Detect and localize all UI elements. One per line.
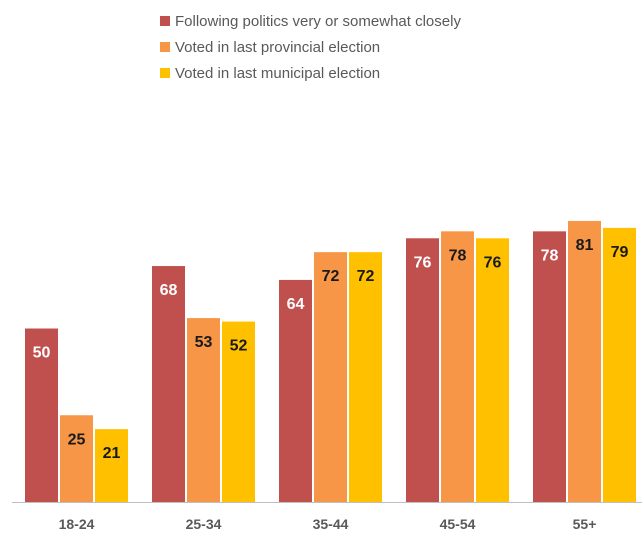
data-label-18-24-series-1: 25: [68, 431, 86, 448]
data-label-55+-series-1: 81: [576, 237, 594, 254]
x-tick-label-18-24: 18-24: [59, 516, 95, 532]
bar-45-54-series-2: [476, 238, 509, 502]
legend-swatch-following-politics: [160, 16, 170, 26]
bar-35-44-series-2: [349, 252, 382, 502]
bar-55+-series-0: [533, 231, 566, 502]
bar-25-34-series-0: [152, 266, 185, 502]
legend-label-following-politics: Following politics very or somewhat clos…: [175, 12, 461, 30]
bar-45-54-series-0: [406, 238, 439, 502]
legend-item-provincial: Voted in last provincial election: [160, 34, 461, 60]
bar-45-54-series-1: [441, 231, 474, 502]
legend: Following politics very or somewhat clos…: [160, 8, 461, 86]
x-tick-label-35-44: 35-44: [313, 516, 349, 532]
legend-label-municipal: Voted in last municipal election: [175, 64, 381, 82]
bar-35-44-series-0: [279, 279, 312, 502]
data-label-35-44-series-1: 72: [322, 268, 340, 285]
data-label-18-24-series-0: 50: [33, 345, 51, 362]
bar-25-34-series-2: [222, 321, 255, 502]
x-tick-label-55+: 55+: [573, 516, 597, 532]
data-label-25-34-series-0: 68: [160, 282, 178, 299]
x-tick-label-45-54: 45-54: [440, 516, 476, 532]
legend-swatch-municipal: [160, 68, 170, 78]
data-label-45-54-series-0: 76: [414, 254, 432, 271]
legend-item-municipal: Voted in last municipal election: [160, 60, 461, 86]
x-tick-label-25-34: 25-34: [186, 516, 222, 532]
data-label-45-54-series-2: 76: [484, 254, 502, 271]
bar-18-24-series-2: [95, 429, 128, 502]
legend-label-provincial: Voted in last provincial election: [175, 38, 381, 56]
legend-swatch-provincial: [160, 42, 170, 52]
bar-55+-series-2: [603, 227, 636, 502]
legend-item-following-politics: Following politics very or somewhat clos…: [160, 8, 461, 34]
data-label-55+-series-0: 78: [541, 247, 559, 264]
data-label-25-34-series-2: 52: [230, 338, 248, 355]
bar-35-44-series-1: [314, 252, 347, 502]
data-label-18-24-series-2: 21: [103, 445, 121, 462]
data-label-55+-series-2: 79: [611, 244, 629, 261]
data-label-35-44-series-2: 72: [357, 268, 375, 285]
bar-18-24-series-1: [60, 415, 93, 502]
bar-25-34-series-1: [187, 318, 220, 502]
data-label-35-44-series-0: 64: [287, 296, 305, 313]
bar-18-24-series-0: [25, 328, 58, 502]
data-label-25-34-series-1: 53: [195, 334, 213, 351]
bar-55+-series-1: [568, 220, 601, 502]
data-label-45-54-series-1: 78: [449, 247, 467, 264]
